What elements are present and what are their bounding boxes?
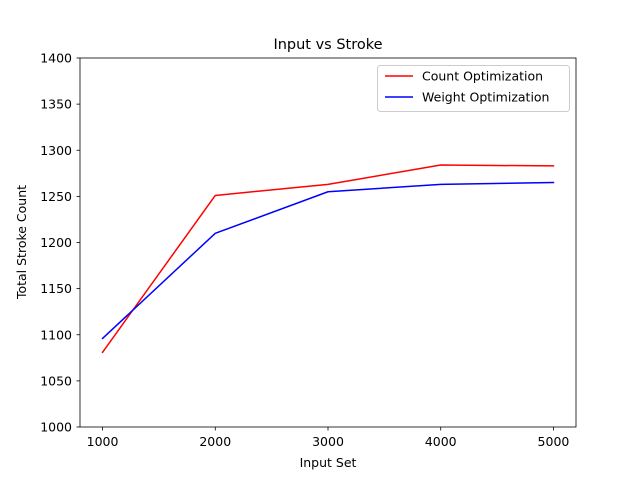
y-tick-label: 1000 <box>40 420 72 435</box>
y-tick-label: 1400 <box>40 51 72 66</box>
x-tick-label: 5000 <box>538 434 570 449</box>
y-tick-label: 1150 <box>40 281 72 296</box>
legend-box <box>377 65 570 112</box>
y-tick-label: 1250 <box>40 189 72 204</box>
y-tick-label: 1100 <box>40 327 72 342</box>
y-tick-label: 1350 <box>40 97 72 112</box>
y-axis-label: Total Stroke Count <box>14 185 29 300</box>
x-axis-label: Input Set <box>300 455 357 470</box>
y-tick-label: 1200 <box>40 235 72 250</box>
x-tick-label: 1000 <box>87 434 119 449</box>
legend: Count Optimization Weight Optimization <box>377 65 570 112</box>
plot-area: 1000 1050 1100 1150 1200 1250 1300 1350 1400 1000… <box>40 51 577 449</box>
x-tick-label: 4000 <box>425 434 457 449</box>
chart-title: Input vs Stroke <box>273 37 382 53</box>
legend-label-weight-optimization: Weight Optimization <box>422 90 549 105</box>
series-line-count-optimization <box>101 164 555 354</box>
series-line-weight-optimization <box>101 181 555 340</box>
y-tick-label: 1050 <box>40 373 72 388</box>
legend-label-count-optimization: Count Optimization <box>422 69 543 84</box>
x-tick-label: 3000 <box>312 434 344 449</box>
y-tick-label: 1300 <box>40 143 72 158</box>
x-tick-label: 2000 <box>199 434 231 449</box>
plot-frame <box>79 57 577 428</box>
